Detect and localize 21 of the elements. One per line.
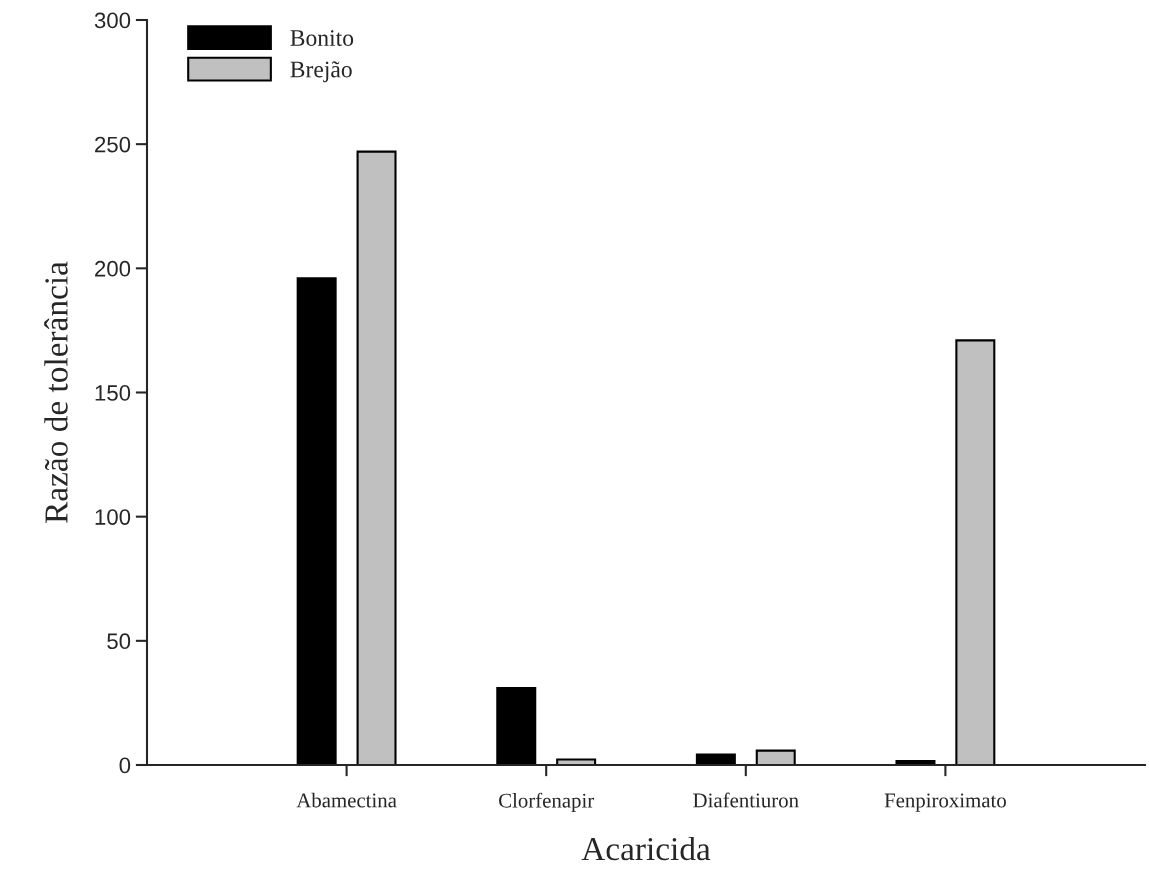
- y-tick-label: 0: [119, 757, 131, 774]
- bar: [955, 339, 996, 765]
- bar: [755, 749, 796, 765]
- y-tick-label: 150: [95, 385, 131, 401]
- y-tick-label: 50: [107, 633, 131, 650]
- x-tick-label: Abamectina: [296, 792, 397, 808]
- legend-label: Bonito: [290, 30, 354, 46]
- x-axis-title: Acaricida: [581, 836, 711, 861]
- legend-label: Brejão: [290, 61, 352, 83]
- bar: [556, 758, 597, 765]
- bar: [496, 686, 537, 765]
- x-tick-label: Clorfenapir: [499, 792, 595, 812]
- y-axis-title: Razão de tolerância: [44, 261, 68, 523]
- y-tick-label: 100: [95, 509, 131, 525]
- x-tick-label: Diafentiuron: [693, 792, 799, 808]
- bar: [356, 150, 397, 765]
- y-tick-label: 200: [95, 260, 131, 277]
- y-tick-label: 250: [95, 136, 131, 153]
- x-tick-label: Fenpiroximato: [884, 793, 1006, 812]
- bar: [296, 277, 337, 765]
- y-tick-label: 300: [94, 12, 131, 29]
